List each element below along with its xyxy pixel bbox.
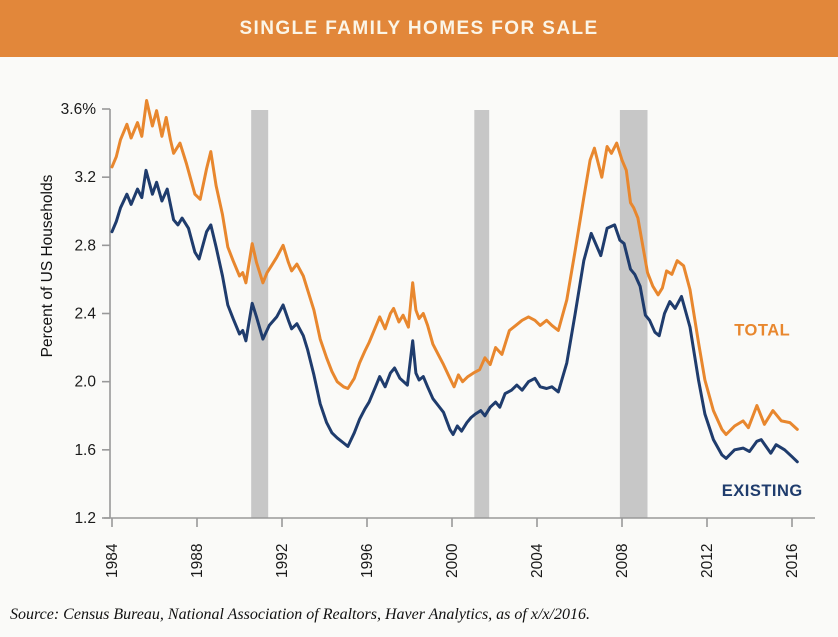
x-tick-label: 2000 <box>444 543 461 578</box>
series-line-existing <box>110 168 799 464</box>
y-axis-title: Percent of US Households <box>39 174 56 357</box>
header-banner: SINGLE FAMILY HOMES FOR SALE <box>0 0 838 57</box>
series-line-total <box>110 99 799 436</box>
y-tick-label: 1.6 <box>74 442 96 459</box>
y-tick-label: 2.0 <box>74 374 96 391</box>
homes-for-sale-chart: 3.6% 3.2 2.8 2.4 2.0 1.6 1.2 1984 1988 1992 1996 20… <box>39 99 815 578</box>
x-tick-label: 1984 <box>104 543 121 578</box>
page-title: SINGLE FAMILY HOMES FOR SALE <box>239 17 599 39</box>
axes-group <box>102 108 815 527</box>
source-note: Source: Census Bureau, National Associat… <box>10 606 590 623</box>
x-tick-label: 2012 <box>699 544 716 578</box>
x-tick-label: 2016 <box>784 544 801 578</box>
x-tick-label: 1996 <box>359 544 376 578</box>
x-tick-label: 1988 <box>189 544 206 578</box>
y-tick-label: 2.4 <box>74 306 96 323</box>
series-label-existing: EXISTING <box>722 482 803 500</box>
x-tick-label: 2004 <box>529 543 546 578</box>
y-tick-label: 1.2 <box>74 510 96 527</box>
series-group: TOTAL EXISTING <box>110 99 803 500</box>
y-tick-label: 3.6% <box>61 101 97 118</box>
y-tick-label: 3.2 <box>74 169 96 186</box>
x-tick-label: 1992 <box>274 544 291 578</box>
x-tick-label: 2008 <box>614 544 631 578</box>
recession-band <box>251 110 269 518</box>
recession-band <box>619 110 648 518</box>
tick-labels-group: 3.6% 3.2 2.8 2.4 2.0 1.6 1.2 1984 1988 1992 1996 20… <box>61 101 801 578</box>
series-label-total: TOTAL <box>734 322 790 340</box>
y-tick-label: 2.8 <box>74 237 96 254</box>
recession-band <box>474 110 490 518</box>
